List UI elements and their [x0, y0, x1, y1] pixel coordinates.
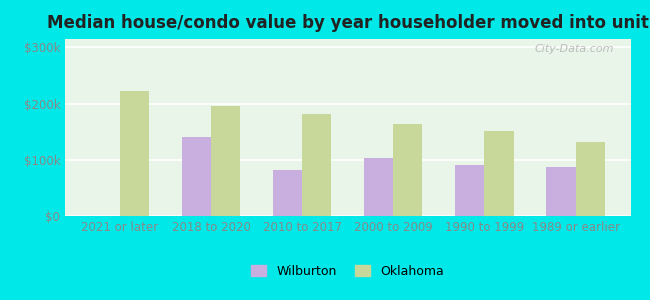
- Title: Median house/condo value by year householder moved into unit: Median house/condo value by year househo…: [47, 14, 649, 32]
- Bar: [182, 137, 211, 216]
- Bar: [484, 130, 514, 216]
- Bar: [547, 167, 576, 216]
- Bar: [364, 158, 393, 216]
- Bar: [273, 170, 302, 216]
- Bar: [576, 142, 604, 216]
- Text: City-Data.com: City-Data.com: [534, 44, 614, 54]
- Legend: Wilburton, Oklahoma: Wilburton, Oklahoma: [245, 259, 450, 284]
- Bar: [393, 124, 422, 216]
- Bar: [302, 114, 332, 216]
- Bar: [455, 165, 484, 216]
- Bar: [120, 91, 149, 216]
- Bar: [211, 106, 240, 216]
